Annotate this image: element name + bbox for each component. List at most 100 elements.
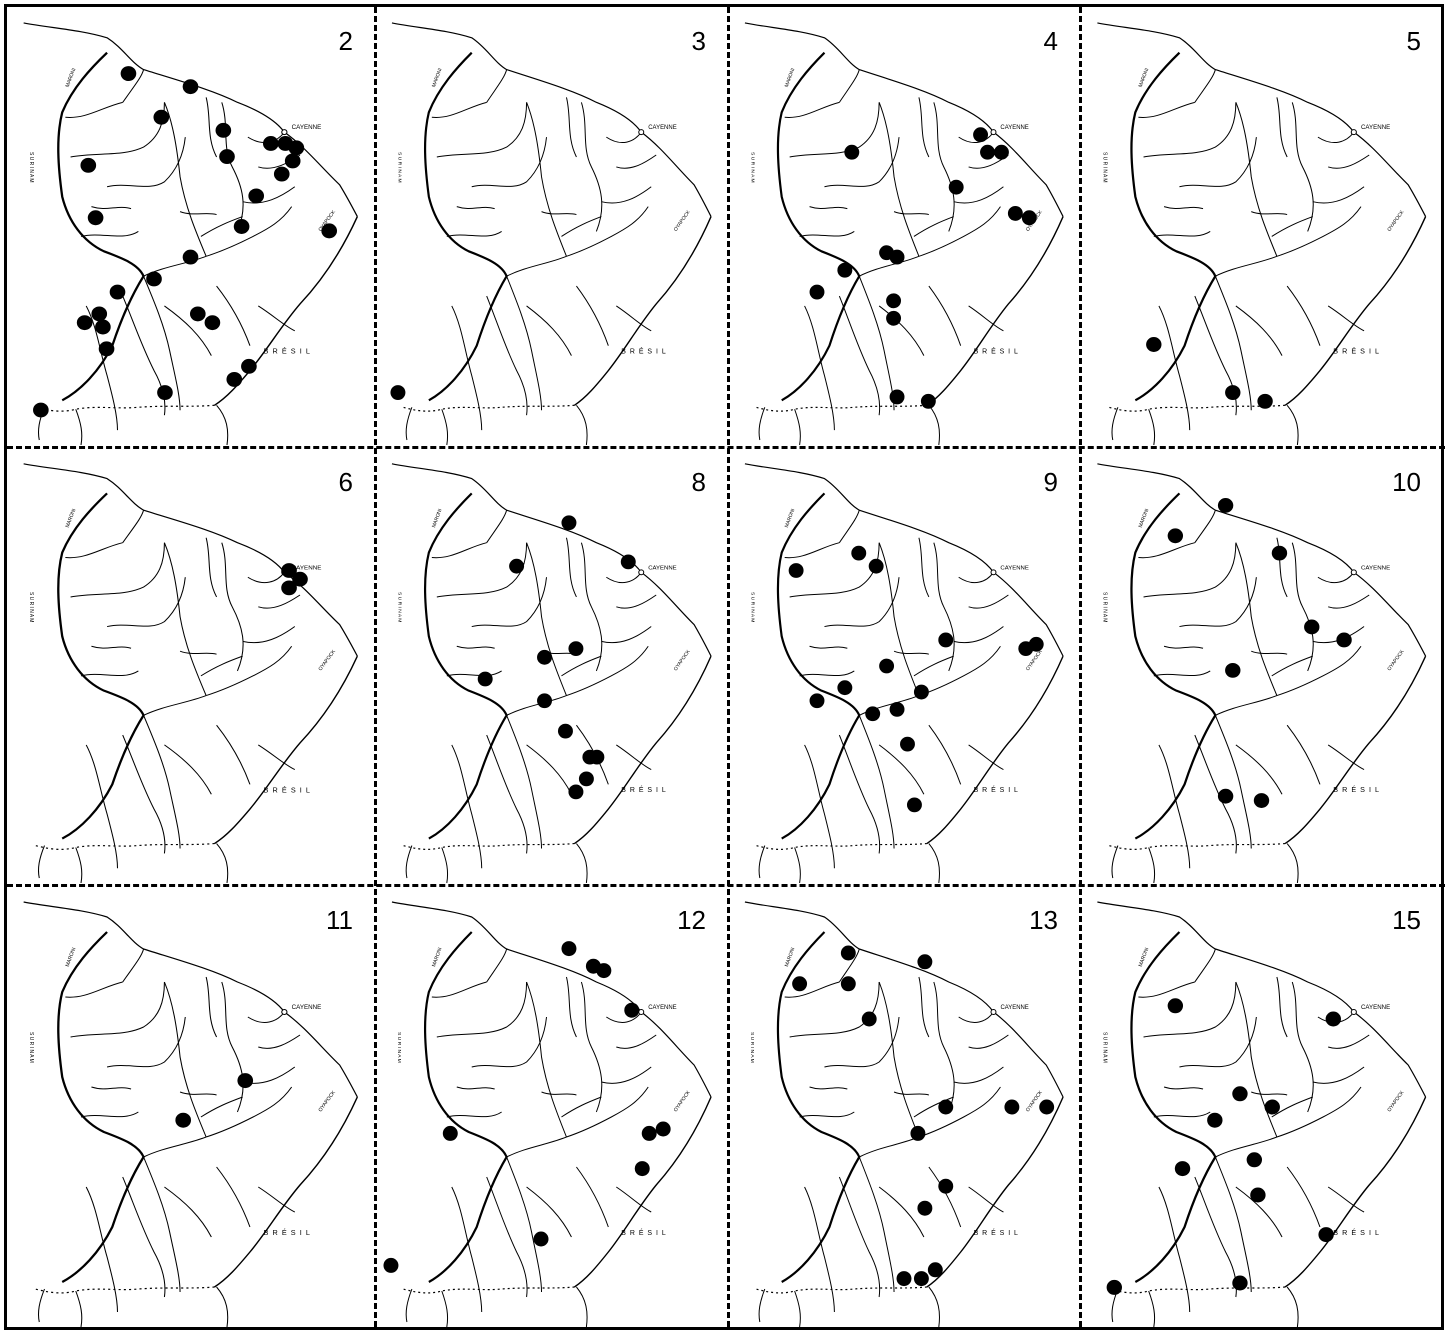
occurrence-dot bbox=[182, 249, 199, 265]
occurrence-dot bbox=[1225, 662, 1241, 678]
oyapock-river bbox=[1284, 655, 1427, 845]
occurrence-dot bbox=[383, 1257, 399, 1273]
occurrence-dot bbox=[281, 580, 297, 596]
french-guiana-map: CAYENNE B R É S I L OYAPOCK MARONI S U R I N… bbox=[390, 22, 712, 445]
occurrence-dot bbox=[241, 358, 257, 374]
river bbox=[758, 407, 766, 441]
occurrence-dot bbox=[175, 1112, 192, 1128]
river bbox=[1235, 305, 1283, 356]
river bbox=[1235, 981, 1278, 1138]
maroni-river bbox=[776, 492, 861, 840]
river bbox=[858, 715, 895, 849]
bresil-label: B R É S I L bbox=[264, 1228, 312, 1237]
river bbox=[216, 1166, 251, 1228]
bresil-label: B R É S I L bbox=[974, 785, 1019, 794]
occurrence-dot bbox=[624, 1002, 640, 1018]
map-panel-13: CAYENNE B R É S I L OYAPOCK MARONI S U R I N… bbox=[730, 887, 1078, 1327]
river bbox=[838, 295, 881, 416]
cayenne-marker bbox=[990, 1009, 997, 1015]
river bbox=[258, 594, 301, 609]
river bbox=[163, 542, 207, 696]
river bbox=[1148, 1290, 1156, 1327]
river bbox=[257, 305, 296, 332]
occurrence-dot bbox=[889, 249, 905, 265]
coastline bbox=[23, 463, 358, 657]
river bbox=[1286, 1166, 1321, 1228]
cayenne-label: CAYENNE bbox=[1000, 565, 1028, 571]
suriname-label: S U R I N A M bbox=[749, 152, 755, 183]
river bbox=[1163, 206, 1204, 210]
coastline bbox=[744, 22, 1064, 217]
coastline bbox=[1097, 22, 1427, 217]
occurrence-dot bbox=[1232, 1275, 1248, 1291]
river bbox=[1327, 744, 1365, 771]
figure-frame bbox=[4, 4, 1444, 1330]
river bbox=[601, 626, 652, 644]
river bbox=[958, 572, 994, 584]
occurrence-dot bbox=[537, 649, 552, 665]
river bbox=[1328, 1034, 1370, 1049]
french-guiana-map: CAYENNE B R É S I L OYAPOCK MARONI S U R I N… bbox=[383, 901, 712, 1327]
river bbox=[1235, 542, 1278, 696]
cayenne-marker bbox=[1350, 129, 1357, 136]
river bbox=[65, 542, 123, 559]
occurrence-dot bbox=[1336, 632, 1352, 648]
occurrence-dot bbox=[1257, 393, 1273, 409]
panel-number: 11 bbox=[326, 905, 353, 935]
river bbox=[824, 137, 900, 188]
occurrence-dot bbox=[973, 127, 989, 143]
river bbox=[431, 981, 487, 998]
river bbox=[580, 102, 603, 232]
occurrence-dot bbox=[1250, 1187, 1266, 1203]
coastline bbox=[23, 22, 358, 217]
grid-divider-vertical-3 bbox=[1079, 7, 1082, 1327]
river bbox=[824, 1016, 900, 1068]
river bbox=[1215, 255, 1278, 277]
river bbox=[824, 577, 900, 628]
cayenne-label: CAYENNE bbox=[1361, 1005, 1390, 1011]
river bbox=[1317, 572, 1355, 584]
river bbox=[446, 231, 502, 237]
river bbox=[1286, 724, 1321, 785]
river bbox=[506, 255, 567, 277]
bresil-label: B R É S I L bbox=[621, 785, 666, 794]
occurrence-dot bbox=[1174, 1161, 1191, 1177]
river bbox=[928, 1166, 962, 1228]
river bbox=[1327, 305, 1365, 332]
occurrence-dot bbox=[861, 1011, 877, 1027]
southern-border bbox=[755, 404, 927, 412]
river bbox=[918, 645, 1001, 697]
occurrence-dot bbox=[233, 219, 250, 234]
suriname-label: S U R I N A M bbox=[28, 1032, 34, 1063]
river bbox=[928, 724, 962, 785]
occurrence-dot bbox=[1021, 210, 1037, 226]
river bbox=[164, 1186, 212, 1238]
occurrence-dot bbox=[1167, 998, 1184, 1014]
occurrence-dot bbox=[442, 1125, 458, 1141]
occurrence-dot bbox=[109, 284, 126, 300]
cayenne-marker bbox=[990, 129, 997, 136]
river bbox=[122, 734, 166, 854]
map-panel-9: CAYENNE B R É S I L OYAPOCK MARONI S U R I N… bbox=[730, 449, 1078, 883]
river bbox=[838, 510, 860, 543]
river bbox=[809, 1086, 848, 1090]
maroni-label: MARONI bbox=[1138, 68, 1151, 89]
river bbox=[1215, 695, 1278, 716]
river bbox=[1251, 650, 1288, 655]
occurrence-dot bbox=[281, 563, 297, 578]
occurrence-dot bbox=[927, 1262, 943, 1278]
river bbox=[163, 102, 207, 257]
river bbox=[216, 724, 251, 785]
occurrence-dot bbox=[76, 315, 93, 331]
river bbox=[526, 744, 572, 795]
maroni-river bbox=[1130, 931, 1217, 1283]
occurrence-dot bbox=[1318, 1227, 1334, 1243]
river bbox=[1271, 216, 1313, 237]
occurrence-dot bbox=[568, 784, 584, 800]
river bbox=[838, 1176, 881, 1298]
cayenne-marker bbox=[638, 129, 645, 136]
grid-divider-vertical-1 bbox=[374, 7, 377, 1327]
map-panel-11: CAYENNE B R É S I L OYAPOCK MARONI S U R I N… bbox=[8, 887, 373, 1327]
occurrence-dot bbox=[788, 563, 804, 578]
